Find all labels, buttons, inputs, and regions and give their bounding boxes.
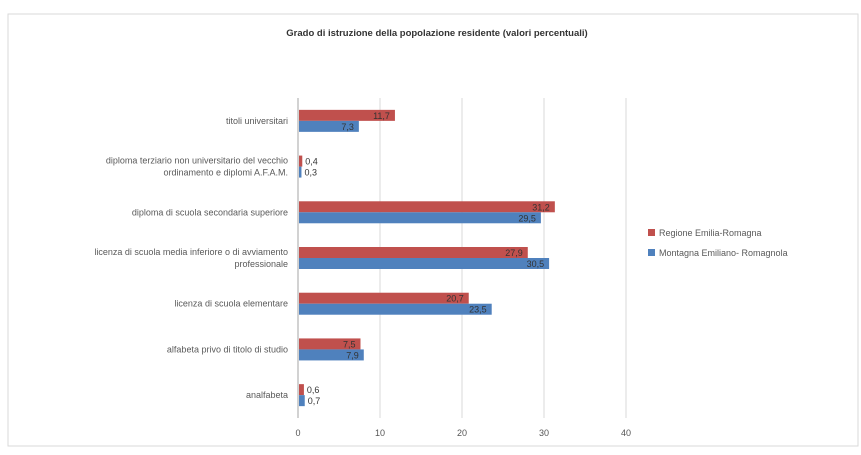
data-label: 11,7 bbox=[373, 111, 390, 121]
bar-regione bbox=[299, 247, 528, 258]
data-label: 29,5 bbox=[518, 213, 536, 223]
data-label: 7,3 bbox=[341, 122, 354, 132]
data-label: 20,7 bbox=[446, 294, 464, 304]
legend-swatch bbox=[648, 249, 655, 256]
data-label: 23,5 bbox=[469, 305, 487, 315]
category-label: diploma terziario non universitario del … bbox=[106, 156, 288, 166]
bar-regione bbox=[299, 155, 303, 167]
data-label: 7,9 bbox=[346, 350, 359, 360]
category-label: licenza di scuola media inferiore o di a… bbox=[94, 247, 288, 257]
bar-montagna bbox=[299, 258, 550, 269]
data-label: 27,9 bbox=[505, 248, 523, 258]
category-label: analfabeta bbox=[246, 390, 288, 400]
category-label: titoli universitari bbox=[226, 116, 288, 126]
data-label: 7,5 bbox=[343, 339, 356, 349]
x-tick-label: 10 bbox=[375, 428, 385, 438]
data-label: 0,7 bbox=[308, 396, 321, 406]
chart-frame bbox=[7, 13, 859, 447]
bar-regione bbox=[299, 109, 395, 121]
category-label: ordinamento e diplomi A.F.A.M. bbox=[163, 168, 288, 178]
bar-montagna bbox=[299, 395, 305, 407]
bar-regione bbox=[299, 292, 469, 304]
data-label: 0,6 bbox=[307, 385, 320, 395]
bar-montagna bbox=[299, 166, 302, 178]
x-tick-label: 20 bbox=[457, 428, 467, 438]
data-label: 31,2 bbox=[532, 202, 550, 212]
legend-swatch bbox=[648, 229, 655, 236]
legend-label: Regione Emilia-Romagna bbox=[659, 228, 762, 238]
category-label: diploma di scuola secondaria superiore bbox=[132, 207, 288, 217]
data-label: 0,3 bbox=[304, 168, 317, 178]
chart-title: Grado di istruzione della popolazione re… bbox=[286, 28, 587, 39]
bar-regione bbox=[299, 338, 361, 350]
bar-montagna bbox=[299, 212, 541, 224]
x-tick-label: 40 bbox=[621, 428, 631, 438]
bar-montagna bbox=[299, 120, 359, 132]
bar-regione bbox=[299, 384, 304, 396]
category-label: licenza di scuola elementare bbox=[174, 299, 288, 309]
category-label: alfabeta privo di titolo di studio bbox=[167, 344, 288, 354]
bar-regione bbox=[299, 201, 555, 213]
category-label: professionale bbox=[234, 259, 288, 269]
x-tick-label: 0 bbox=[295, 428, 300, 438]
data-label: 0,4 bbox=[305, 157, 318, 167]
data-label: 30,5 bbox=[527, 259, 545, 269]
legend-label: Montagna Emiliano- Romagnola bbox=[659, 248, 788, 258]
bar-montagna bbox=[299, 303, 492, 315]
bar-montagna bbox=[299, 349, 364, 361]
x-tick-label: 30 bbox=[539, 428, 549, 438]
